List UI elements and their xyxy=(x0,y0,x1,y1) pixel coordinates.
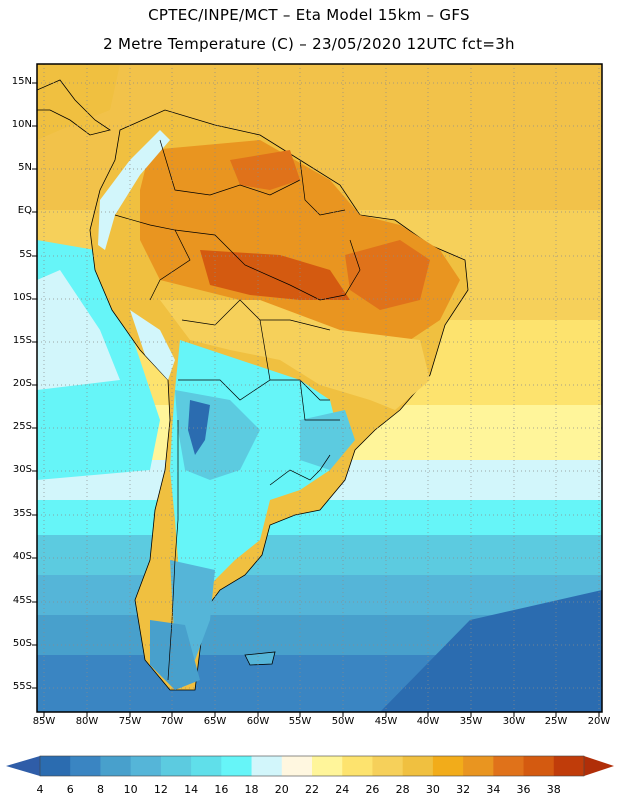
colorbar-swatch xyxy=(70,756,101,776)
colorbar-swatch xyxy=(553,756,585,776)
colorbar-swatch xyxy=(372,756,404,776)
lon-label: 30W xyxy=(502,716,526,727)
colorbar-swatch xyxy=(463,756,494,776)
lat-label: 10N xyxy=(11,119,32,130)
lon-label: 70W xyxy=(160,716,184,727)
lat-label: 5N xyxy=(18,162,32,173)
colorbar-swatch xyxy=(251,756,283,776)
map-frame xyxy=(36,63,603,713)
colorbar-label: 16 xyxy=(214,783,229,796)
colorbar-label: 18 xyxy=(244,783,259,796)
lon-label: 25W xyxy=(544,716,568,727)
temperature-field xyxy=(37,64,602,712)
colorbar-swatch xyxy=(312,756,343,776)
lon-label: 45W xyxy=(374,716,398,727)
map-title-line1: CPTEC/INPE/MCT – Eta Model 15km – GFS xyxy=(148,6,470,24)
colorbar-label: 22 xyxy=(305,783,319,796)
colorbar-over-arrow xyxy=(584,756,614,776)
lat-label: 30S xyxy=(12,464,32,475)
colorbar-label: 32 xyxy=(456,783,471,796)
colorbar-swatch xyxy=(160,756,192,776)
colorbar-label: 30 xyxy=(425,783,440,796)
lat-label: 15S xyxy=(12,335,32,346)
colorbar-label: 4 xyxy=(36,783,44,796)
colorbar xyxy=(6,755,614,777)
lat-label: 45S xyxy=(12,595,32,606)
colorbar-label: 10 xyxy=(123,783,138,796)
lon-label: 75W xyxy=(118,716,142,727)
colorbar-swatch xyxy=(432,756,464,776)
lat-label: 15N xyxy=(11,76,32,87)
colorbar-label: 12 xyxy=(153,783,168,796)
lat-label: 40S xyxy=(12,551,32,562)
country-borders xyxy=(114,139,361,681)
lon-label: 35W xyxy=(459,716,483,727)
colorbar-swatch xyxy=(342,756,373,776)
colorbar-swatch xyxy=(191,756,222,776)
lat-label: EQ xyxy=(17,205,32,216)
lon-label: 20W xyxy=(587,716,611,727)
colorbar-label: 28 xyxy=(395,783,410,796)
lat-label: 5S xyxy=(19,249,32,260)
colorbar-label: 20 xyxy=(274,783,289,796)
lon-label: 50W xyxy=(331,716,355,727)
colorbar-swatch xyxy=(100,756,132,776)
map-title-line2: 2 Metre Temperature (C) – 23/05/2020 12U… xyxy=(103,35,515,53)
colorbar-label: 26 xyxy=(365,783,380,796)
colorbar-label: 6 xyxy=(66,783,74,796)
colorbar-outline xyxy=(39,755,585,777)
lon-label: 40W xyxy=(416,716,440,727)
colorbar-label: 38 xyxy=(546,783,561,796)
lat-label: 50S xyxy=(12,638,32,649)
lat-label: 55S xyxy=(12,681,32,692)
lon-label: 60W xyxy=(246,716,270,727)
graticule xyxy=(37,64,602,712)
colorbar-label: 14 xyxy=(184,783,199,796)
colorbar-label: 24 xyxy=(335,783,350,796)
lon-label: 65W xyxy=(203,716,227,727)
colorbar-label: 36 xyxy=(516,783,531,796)
colorbar-swatch xyxy=(523,756,555,776)
lon-label: 85W xyxy=(32,716,56,727)
lat-label: 20S xyxy=(12,378,32,389)
colorbar-swatch xyxy=(130,756,162,776)
lat-label: 10S xyxy=(12,292,32,303)
colorbar-swatch xyxy=(40,756,71,776)
colorbar-label: 34 xyxy=(486,783,501,796)
lon-label: 55W xyxy=(288,716,312,727)
colorbar-label: 8 xyxy=(96,783,104,796)
colorbar-swatch xyxy=(402,756,434,776)
colorbar-swatch xyxy=(221,756,253,776)
colorbar-under-arrow xyxy=(6,756,40,776)
lat-label: 35S xyxy=(12,508,32,519)
lon-label: 80W xyxy=(75,716,99,727)
lat-label: 25S xyxy=(12,421,32,432)
colorbar-swatch xyxy=(493,756,525,776)
colorbar-swatch xyxy=(281,756,313,776)
